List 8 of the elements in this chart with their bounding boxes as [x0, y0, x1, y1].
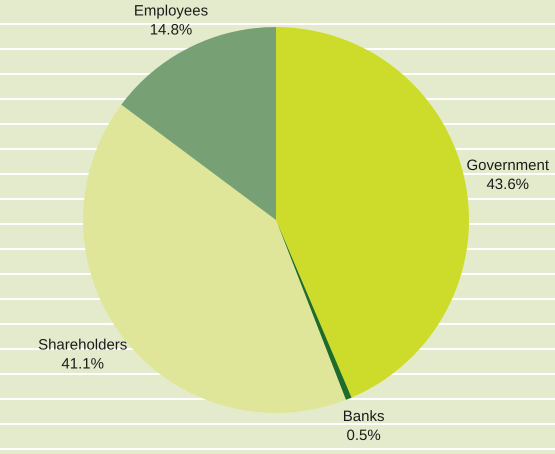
slice-label: Employees — [134, 2, 208, 20]
slice-label: Shareholders — [38, 336, 128, 354]
slice-label: Banks — [342, 408, 384, 426]
slice-label: Government — [466, 157, 550, 174]
data-label: 0.5% — [346, 427, 381, 444]
data-label: 14.8% — [150, 21, 192, 38]
data-label: 43.6% — [486, 176, 530, 194]
data-label: 41.1% — [61, 356, 104, 373]
